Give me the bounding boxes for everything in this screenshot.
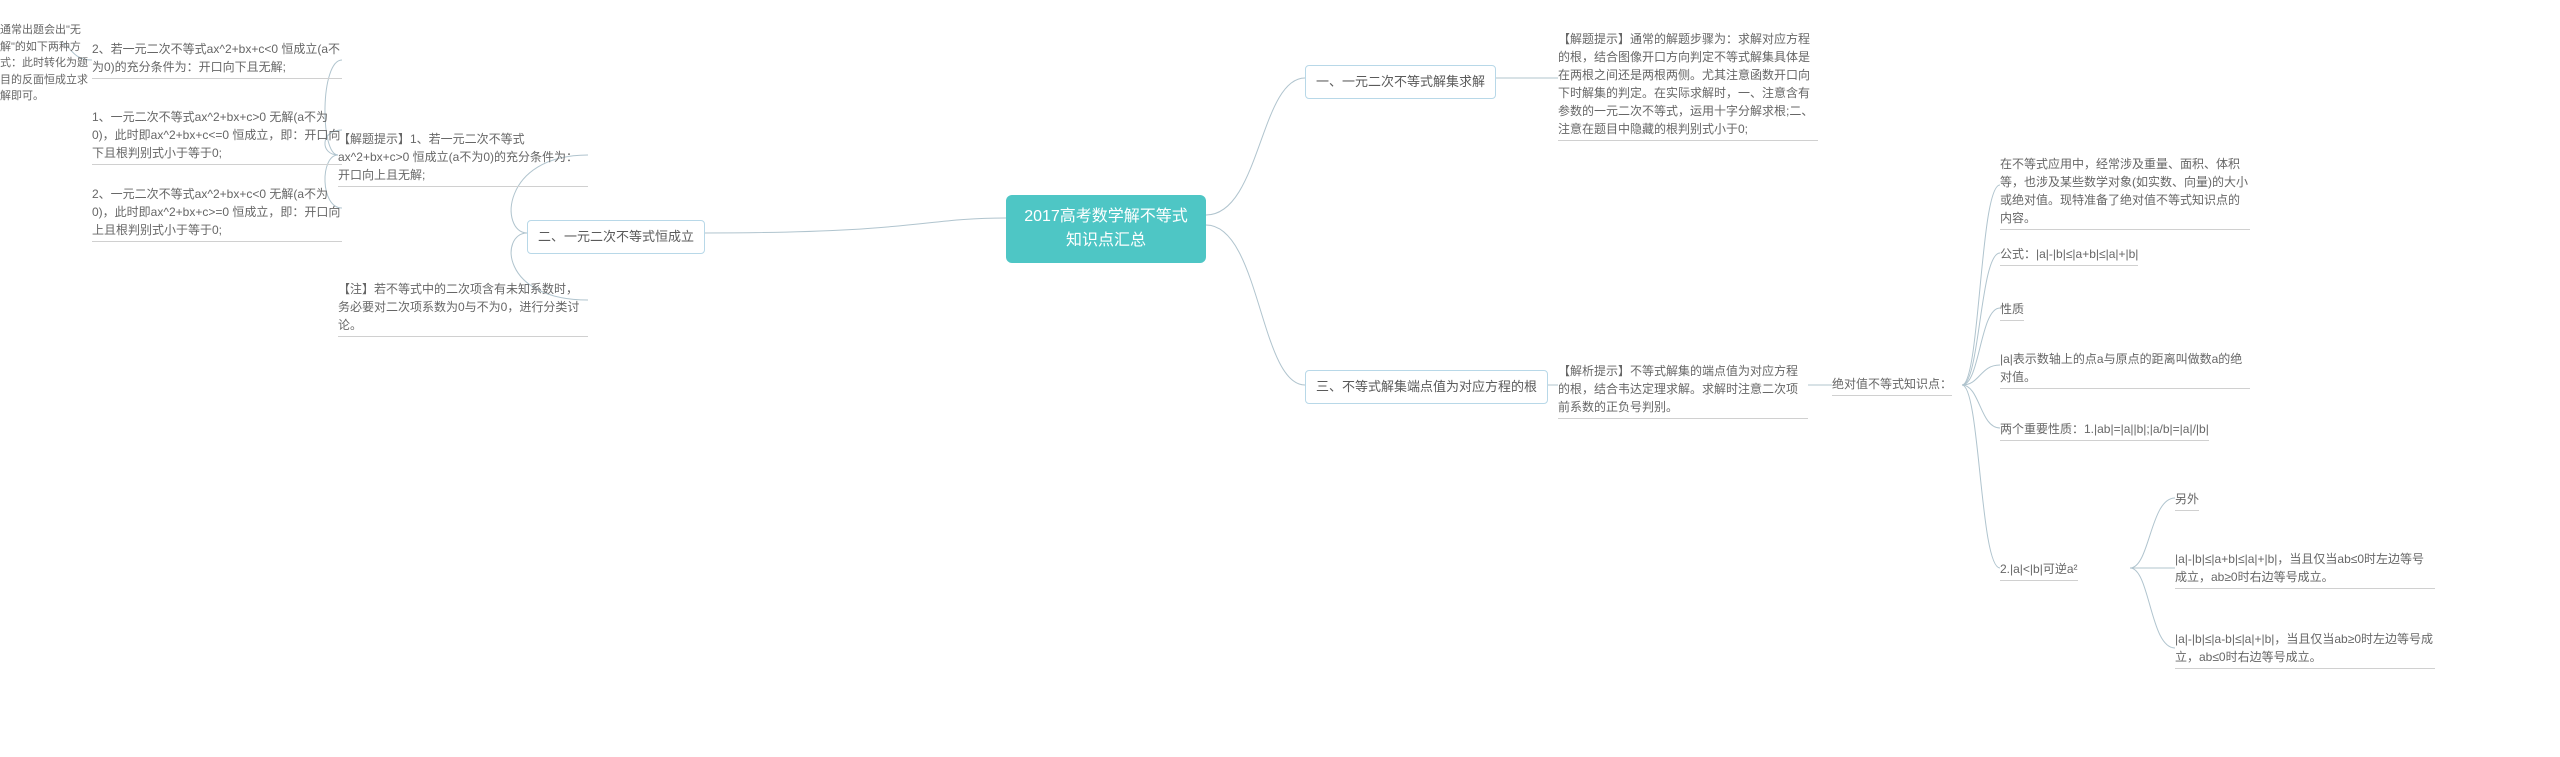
leaf-abs-5: 两个重要性质：1.|ab|=|a||b|;|a/b|=|a|/|b|: [2000, 420, 2209, 441]
leaf-abs-3: 性质: [2000, 300, 2024, 321]
branch-1[interactable]: 一、一元二次不等式解集求解: [1305, 65, 1496, 99]
leaf-b2-sub1-note: 通常出题会出"无解"的如下两种方式：此时转化为题目的反面恒成立求解即可。: [0, 22, 95, 107]
leaf-abs-4: |a|表示数轴上的点a与原点的距离叫做数a的绝对值。: [2000, 350, 2250, 389]
leaf-abs-6-1: 另外: [2175, 490, 2199, 511]
leaf-b2-tip: 【解题提示】1、若一元二次不等式ax^2+bx+c>0 恒成立(a不为0)的充分…: [338, 130, 588, 187]
leaf-abs-6-3: |a|-|b|≤|a-b|≤|a|+|b|，当且仅当ab≥0时左边等号成立，ab…: [2175, 630, 2435, 669]
branch-2[interactable]: 二、一元二次不等式恒成立: [527, 220, 705, 254]
branch-3[interactable]: 三、不等式解集端点值为对应方程的根: [1305, 370, 1548, 404]
leaf-abs-6-2: |a|-|b|≤|a+b|≤|a|+|b|，当且仅当ab≤0时左边等号成立，ab…: [2175, 550, 2435, 589]
leaf-b3-tip: 【解析提示】不等式解集的端点值为对应方程的根，结合韦达定理求解。求解时注意二次项…: [1558, 362, 1808, 419]
leaf-b2-sub3: 2、一元二次不等式ax^2+bx+c<0 无解(a不为0)，此时即ax^2+bx…: [92, 185, 342, 242]
leaf-b1-tip: 【解题提示】通常的解题步骤为：求解对应方程的根，结合图像开口方向判定不等式解集具…: [1558, 30, 1818, 141]
leaf-abs-1: 在不等式应用中，经常涉及重量、面积、体积等，也涉及某些数学对象(如实数、向量)的…: [2000, 155, 2250, 230]
leaf-b2-sub2: 1、一元二次不等式ax^2+bx+c>0 无解(a不为0)，此时即ax^2+bx…: [92, 108, 342, 165]
leaf-abs-2: 公式：|a|-|b|≤|a+b|≤|a|+|b|: [2000, 245, 2138, 266]
mindmap-root[interactable]: 2017高考数学解不等式知识点汇总: [1006, 195, 1206, 263]
leaf-b2-note: 【注】若不等式中的二次项含有未知系数时，务必要对二次项系数为0与不为0，进行分类…: [338, 280, 588, 337]
leaf-b2-sub1: 2、若一元二次不等式ax^2+bx+c<0 恒成立(a不为0)的充分条件为：开口…: [92, 40, 342, 79]
leaf-abs-label: 绝对值不等式知识点：: [1832, 375, 1952, 396]
leaf-abs-6: 2.|a|<|b|可逆a²: [2000, 560, 2078, 581]
